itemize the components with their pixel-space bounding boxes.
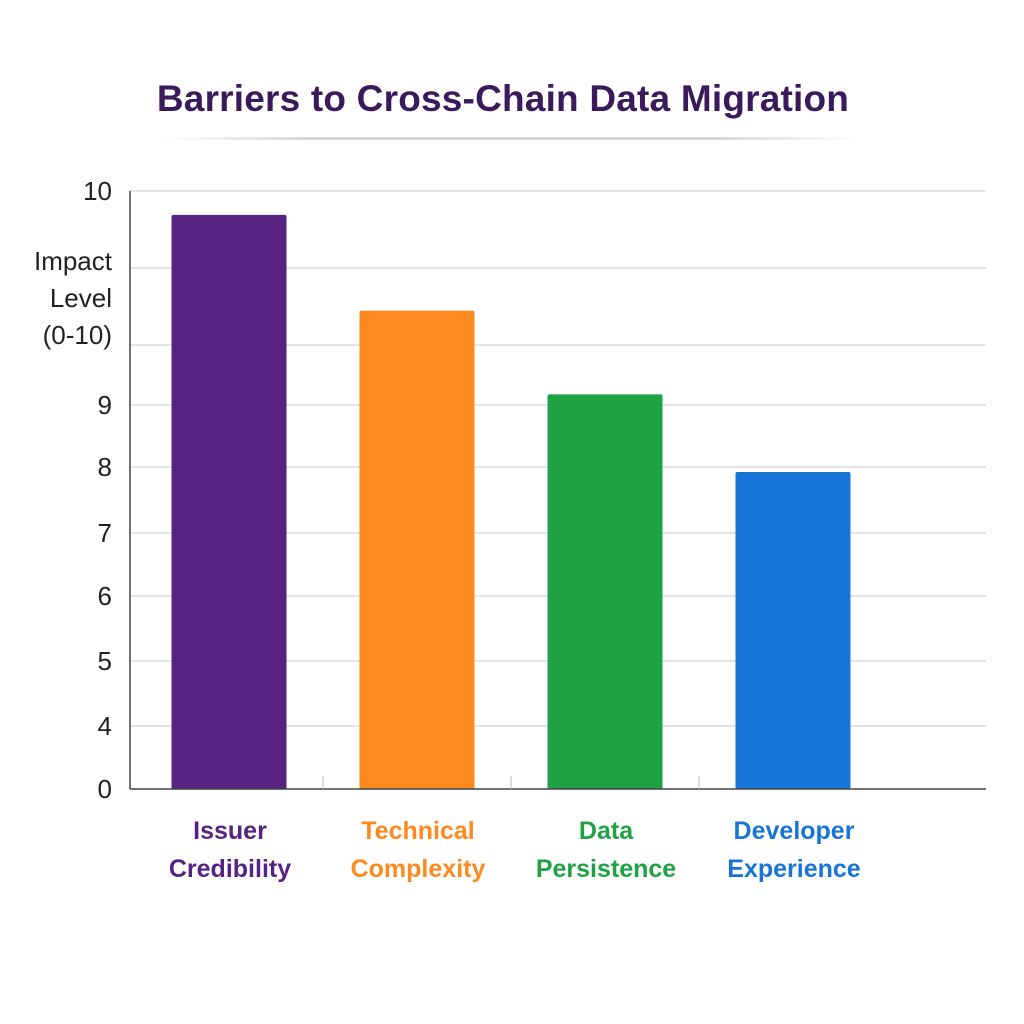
title-divider — [160, 137, 860, 140]
y-axis-label-line: Level — [50, 283, 112, 313]
y-axis-label-line: Impact — [34, 246, 113, 276]
x-category-label: Issuer — [193, 817, 267, 845]
y-axis-label: Impact Level (0-10) — [34, 246, 113, 350]
bar — [735, 472, 851, 789]
x-category-label: Experience — [727, 855, 861, 883]
x-category-label: Data — [579, 817, 634, 845]
y-tick-label: 7 — [98, 518, 112, 548]
y-tick-label: 6 — [98, 581, 112, 611]
axes — [129, 191, 986, 790]
y-tick-label: 9 — [98, 390, 112, 420]
x-category-label: Developer — [734, 817, 855, 845]
chart-title: Barriers to Cross-Chain Data Migration — [156, 78, 850, 119]
bar — [171, 214, 287, 790]
x-category-label: Persistence — [536, 855, 676, 883]
y-tick-label: 8 — [98, 452, 112, 482]
x-category-label: Complexity — [351, 855, 486, 883]
x-category-label: Technical — [361, 817, 474, 845]
y-axis-label-line: (0-10) — [43, 320, 112, 350]
x-axis-categories: Issuer Credibility Technical Complexity Data… — [169, 817, 861, 883]
bars — [171, 214, 851, 790]
y-tick-label: 5 — [98, 646, 112, 676]
x-category-label: Credibility — [169, 855, 291, 883]
bar — [547, 394, 663, 789]
y-tick-label: 10 — [83, 176, 112, 206]
y-tick-label: 4 — [98, 711, 112, 741]
y-axis-ticks: 0 4 5 6 7 8 9 10 — [83, 176, 112, 804]
bar — [359, 310, 475, 789]
y-tick-label: 0 — [98, 774, 112, 804]
